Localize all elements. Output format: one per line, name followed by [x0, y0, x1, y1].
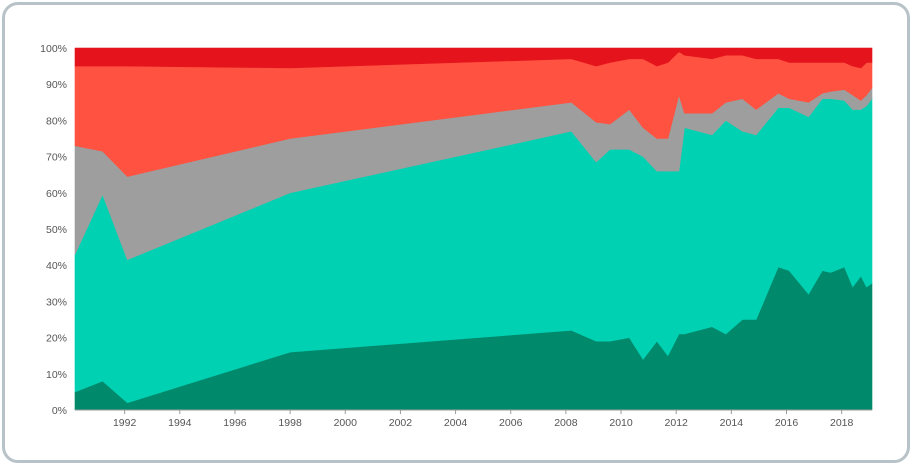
y-tick-label: 10% — [46, 369, 67, 381]
y-tick-label: 30% — [46, 296, 67, 308]
x-tick-label: 2018 — [830, 417, 854, 429]
x-tick-label: 2016 — [775, 417, 799, 429]
y-axis-ticks: 0% 10% 20% 30% 40% 50% 60% 70% 80% 90% 100% — [40, 43, 67, 417]
y-tick-label: 90% — [46, 79, 67, 91]
x-tick-label: 2006 — [499, 417, 523, 429]
x-tick-label: 1996 — [223, 417, 247, 429]
x-tick-label: 2012 — [665, 417, 689, 429]
x-tick-label: 1998 — [278, 417, 302, 429]
y-tick-label: 80% — [46, 115, 67, 127]
x-tick-label: 2010 — [609, 417, 633, 429]
x-axis-ticks: 1992 1994 1996 1998 2000 2002 2004 2006 2008 2010… — [113, 410, 854, 429]
y-tick-label: 60% — [46, 188, 67, 200]
y-tick-label: 70% — [46, 152, 67, 164]
x-tick-label: 1992 — [113, 417, 137, 429]
x-tick-label: 2000 — [334, 417, 358, 429]
x-tick-label: 2002 — [389, 417, 413, 429]
x-tick-label: 2008 — [554, 417, 578, 429]
y-tick-label: 50% — [46, 224, 67, 236]
y-tick-label: 20% — [46, 333, 67, 345]
area-series — [74, 47, 873, 411]
y-tick-label: 100% — [40, 43, 67, 55]
y-tick-label: 40% — [46, 260, 67, 272]
x-tick-label: 2004 — [444, 417, 468, 429]
area-series-5 — [74, 47, 873, 69]
x-tick-label: 1994 — [168, 417, 192, 429]
y-tick-label: 0% — [52, 405, 67, 417]
x-tick-label: 2014 — [720, 417, 744, 429]
